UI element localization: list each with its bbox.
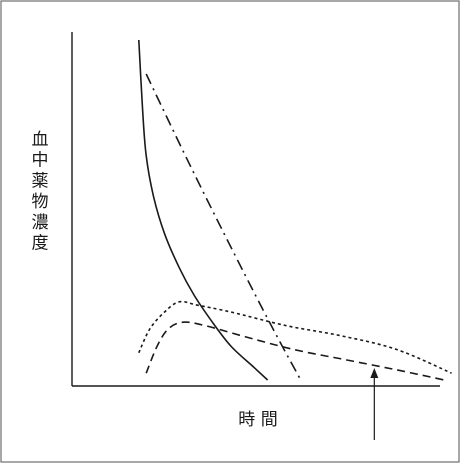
series-line-dotted bbox=[138, 300, 452, 374]
series-line-solid bbox=[138, 39, 269, 381]
series-line-dash-dot bbox=[145, 73, 302, 381]
annotation-layer bbox=[370, 368, 379, 440]
y-axis-label: 血中薬物濃度 bbox=[32, 130, 49, 254]
arrow-annotation bbox=[370, 368, 379, 440]
arrow-head bbox=[370, 368, 379, 378]
series-line-dashed bbox=[145, 321, 445, 381]
series-layer bbox=[138, 39, 452, 381]
x-axis-label: 時 間 bbox=[238, 410, 277, 430]
